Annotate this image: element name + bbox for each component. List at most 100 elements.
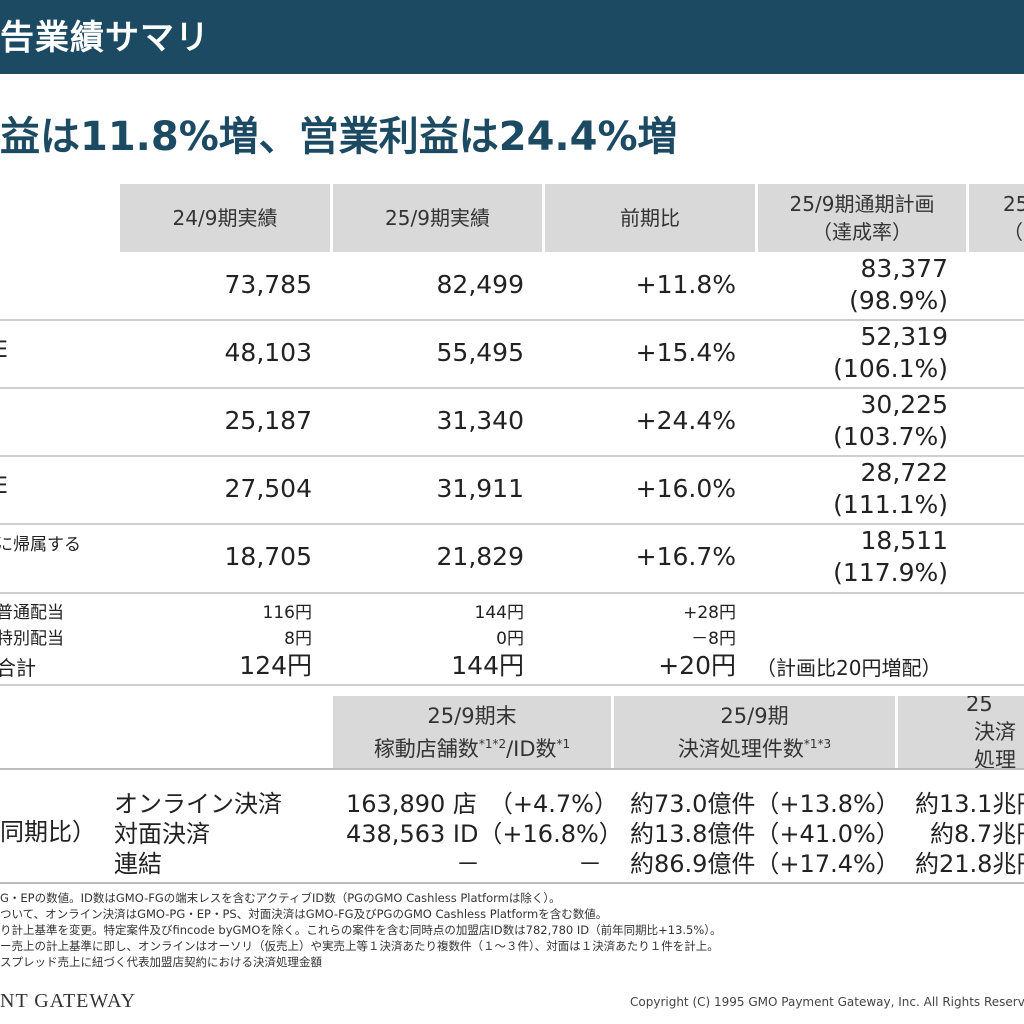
col-header-label: 25/9期実績	[385, 206, 490, 230]
col-header-sublabel: 決済処理	[974, 720, 1016, 768]
col-header-label: 24/9期実績	[172, 206, 278, 230]
col-header-sublabel: 決済処理件数*1*3	[678, 730, 831, 763]
achievement-rate: (106.1%)	[833, 354, 948, 383]
achievement-rate: (111.1%)	[833, 490, 948, 519]
dividend-fy24-total: 124円	[239, 651, 312, 680]
col-header-label: 前期比	[620, 206, 680, 230]
footnote: り計上基準を変更。特定案件及びfincode byGMOを除く。これらの案件を含…	[0, 923, 722, 937]
dividend-fy25-regular: 144円	[474, 603, 524, 623]
col-header-yoy: 前期比	[545, 184, 755, 252]
yoy-value: +11.8%	[635, 270, 736, 299]
row-divider	[0, 523, 1024, 525]
amount-consolidated: 約21.8兆円	[915, 850, 1024, 878]
dividend-fy24-special: 8円	[284, 629, 312, 649]
col-header-amount: 25 決済処理	[898, 696, 1024, 768]
fy24-value: 27,504	[224, 474, 312, 503]
amount-offline: 約8.7兆円	[930, 820, 1024, 848]
stores-online: 163,890 店 （+4.7%）	[346, 790, 618, 818]
dividend-yoy-total: +20円	[658, 651, 736, 680]
count-offline: 約13.8億件（+41.0%）	[630, 820, 900, 848]
plan-value: 52,319	[860, 322, 948, 351]
achievement-rate: (117.9%)	[833, 558, 948, 587]
row-label: に帰属する	[0, 535, 81, 555]
fy25-value: 21,829	[436, 542, 524, 571]
achievement-rate: (103.7%)	[833, 422, 948, 451]
yoy-value: +15.4%	[635, 338, 736, 367]
stores-consolidated-dash-yoy: －	[578, 850, 602, 878]
fy25-value: 31,911	[436, 474, 524, 503]
plan-value: 30,225	[860, 390, 948, 419]
col-header-label: 25/9期通期計画	[789, 192, 935, 216]
row-label-consolidated: 連結	[114, 850, 162, 878]
footnote-ref: *1*2	[478, 736, 507, 751]
col-header-label: 25/9期	[720, 703, 789, 728]
fy24-value: 25,187	[224, 406, 312, 435]
col-header-sublabel: （前	[1003, 220, 1024, 244]
row-divider	[0, 592, 1024, 594]
fy25-value: 31,340	[436, 406, 524, 435]
row-label: E	[0, 338, 8, 363]
col-header-transactions: 25/9期 決済処理件数*1*3	[614, 696, 895, 768]
footnote: ー売上の計上基準に即し、オンラインはオーソリ（仮売上）や実売上等１決済あたり複数…	[0, 939, 719, 953]
row-divider	[0, 684, 1024, 686]
col-header-label: 25	[1003, 192, 1024, 216]
copyright: Copyright (C) 1995 GMO Payment Gateway, …	[630, 995, 1024, 1009]
count-online: 約73.0億件（+13.8%）	[630, 790, 900, 818]
yoy-note-label: 同期比）	[0, 818, 96, 846]
yoy-value: +16.7%	[635, 542, 736, 571]
footnote: スプレッド売上に紐づく代表加盟店契約における決済処理金額	[0, 955, 322, 969]
fy24-value: 18,705	[224, 542, 312, 571]
dividend-note: （計画比20円増配）	[756, 656, 942, 680]
count-consolidated: 約86.9億件（+17.4%）	[630, 850, 900, 878]
dividend-fy25-special: 0円	[496, 629, 524, 649]
plan-value: 28,722	[860, 458, 948, 487]
header-band	[0, 0, 1024, 74]
row-label: E	[0, 474, 8, 499]
col-header-stores: 25/9期末 稼動店舗数*1*2/ID数*1	[333, 696, 611, 768]
fy25-value: 55,495	[436, 338, 524, 367]
stores-label: 稼動店舗数	[373, 736, 479, 761]
plan-value: 18,511	[860, 526, 948, 555]
col-header-fy24: 24/9期実績	[120, 184, 330, 252]
row-divider	[0, 387, 1024, 389]
dividend-label-regular: 普通配当	[0, 603, 64, 623]
footnote: G・EPの数値。ID数はGMO-FGの端末レスを含むアクティブID数（PGのGM…	[0, 891, 561, 905]
row-divider	[0, 768, 1024, 770]
transactions-label: 決済処理件数	[677, 736, 804, 761]
footnote-ref: *1	[556, 736, 571, 751]
achievement-rate: (98.9%)	[849, 286, 948, 315]
yoy-value: +16.0%	[635, 474, 736, 503]
stores-consolidated-dash: －	[456, 850, 480, 878]
dividend-label-special: 特別配当	[0, 629, 64, 649]
page-title: 告業績サマリ	[0, 18, 210, 58]
fy24-value: 48,103	[224, 338, 312, 367]
col-header-sublabel: 稼動店舗数*1*2/ID数*1	[374, 730, 570, 763]
id-label: /ID数	[506, 736, 557, 761]
footnote-ref: *1*3	[803, 736, 832, 751]
col-header-label: 25/9期末	[427, 703, 517, 728]
headline: 益は11.8%増、営業利益は24.4%増	[0, 114, 678, 160]
footnote: ついて、オンライン決済はGMO-PG・EP・PS、対面決済はGMO-FG及びPG…	[0, 907, 608, 921]
col-header-forecast: 25 （前	[969, 184, 1024, 252]
amount-online: 約13.1兆円	[915, 790, 1024, 818]
fy24-value: 73,785	[224, 270, 312, 299]
row-label-online: オンライン決済	[114, 790, 282, 818]
dividend-fy25-total: 144円	[451, 651, 524, 680]
col-header-plan: 25/9期通期計画 （達成率）	[758, 184, 966, 252]
yoy-value: +24.4%	[635, 406, 736, 435]
row-label-offline: 対面決済	[114, 820, 210, 848]
row-divider	[0, 882, 1024, 884]
col-header-sublabel: （達成率）	[812, 220, 912, 244]
col-header-fy25: 25/9期実績	[333, 184, 542, 252]
dividend-yoy-regular: +28円	[683, 603, 736, 623]
col-header-label: 25	[966, 696, 993, 716]
row-divider	[0, 455, 1024, 457]
fy25-value: 82,499	[436, 270, 524, 299]
company-logo-text: NT GATEWAY	[0, 990, 137, 1012]
dividend-label-total: 合計	[0, 656, 36, 680]
row-divider	[0, 319, 1024, 321]
plan-value: 83,377	[860, 254, 948, 283]
ids-offline: 438,563 ID（+16.8%）	[346, 820, 623, 848]
dividend-yoy-special: －8円	[691, 629, 736, 649]
dividend-fy24-regular: 116円	[262, 603, 312, 623]
